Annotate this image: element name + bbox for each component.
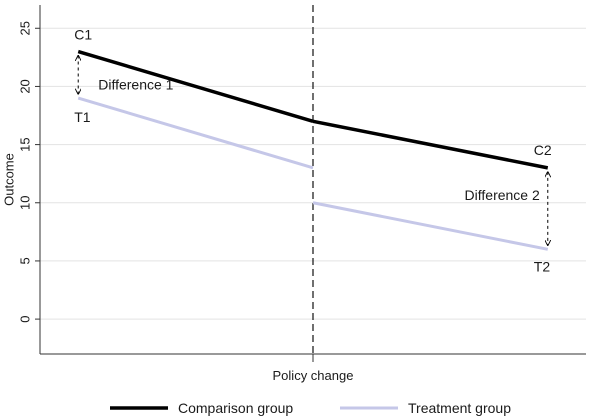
series-lines — [77, 49, 549, 251]
annotation-label: C1 — [74, 27, 92, 43]
annotation-label: Difference 1 — [98, 76, 173, 92]
annotation-label: Difference 2 — [465, 187, 540, 203]
legend-label: Comparison group — [178, 400, 293, 416]
axes: 0 5 10 15 20 25 — [17, 5, 586, 362]
annotation-label: C2 — [534, 142, 552, 158]
annotation-label: T2 — [534, 258, 551, 274]
series-comparison-segment — [77, 49, 314, 124]
series-treatment-segment — [77, 96, 314, 170]
annotation-label: T1 — [74, 109, 91, 125]
y-tick-label: 15 — [17, 137, 32, 151]
y-tick-label: 5 — [17, 257, 32, 264]
annotations: C1 T1 C2 T2 Difference 1 Difference 2 — [74, 27, 552, 275]
y-tick-label: 25 — [17, 21, 32, 35]
series-treatment-segment — [312, 201, 549, 251]
y-tick-label: 0 — [17, 315, 32, 322]
x-axis-title: Policy change — [273, 368, 354, 383]
y-axis-title: Outcome — [1, 153, 16, 206]
series-comparison-segment — [312, 119, 549, 170]
legend: Comparison group Treatment group — [110, 400, 511, 416]
y-tick-label: 20 — [17, 79, 32, 93]
y-tick-label: 10 — [17, 196, 32, 210]
legend-label: Treatment group — [408, 400, 511, 416]
